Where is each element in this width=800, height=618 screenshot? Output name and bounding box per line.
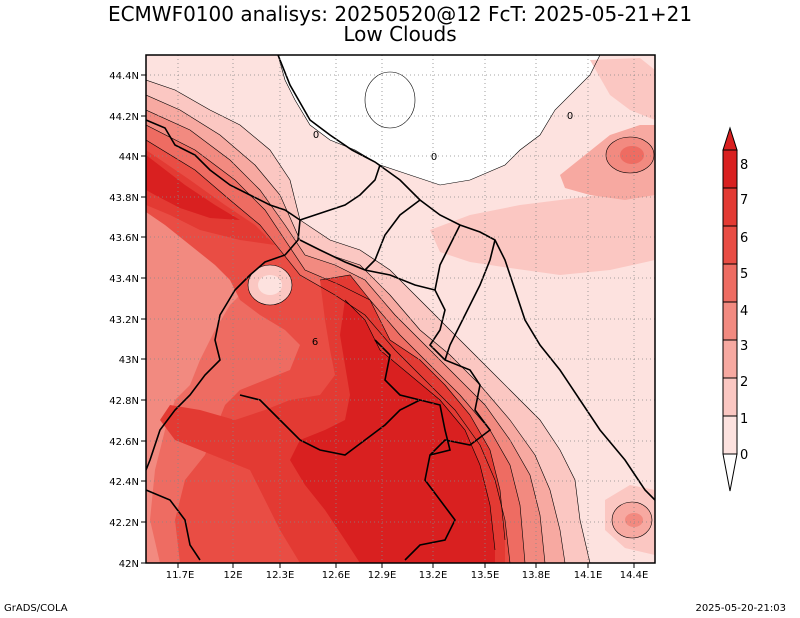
colorbar [722, 126, 738, 492]
lat-tick-label: 43.4N [109, 274, 139, 285]
axis-ticks [141, 74, 635, 568]
colorbar-segment [722, 187, 738, 227]
lon-tick-label: 13.2E [419, 570, 448, 581]
colorbar-segment [722, 149, 738, 189]
graticule [146, 55, 655, 563]
lat-tick-label: 43N [119, 355, 139, 366]
field-level-0-north [278, 55, 600, 185]
lon-labels: 11.7E 12E 12.3E 12.6E 12.9E 13.2E 13.5E … [166, 570, 649, 581]
contour-label: 0 [567, 111, 573, 122]
footer-credit: GrADS/COLA [4, 603, 68, 614]
colorbar-label: 4 [740, 304, 748, 319]
cloud-field [146, 55, 655, 563]
colorbar-label: 5 [740, 267, 748, 282]
field-pocket-ne-inner [620, 146, 644, 164]
contour-label-group: 0 0 0 6 [312, 111, 573, 348]
lat-tick-label: 43.2N [109, 315, 139, 326]
lat-tick-label: 44N [119, 152, 139, 163]
colorbar-segment [722, 263, 738, 303]
colorbar-segment [722, 339, 738, 379]
region-border [299, 164, 381, 221]
footer-timestamp: 2025-05-20-21:03 [695, 603, 786, 614]
contour-line [277, 55, 601, 186]
colorbar-segment [722, 225, 738, 265]
contour-line [605, 136, 655, 174]
colorbar-label: 6 [740, 231, 748, 246]
contour-label: 6 [312, 337, 318, 348]
colorbar-segment [722, 415, 738, 455]
field-pocket-white [364, 71, 416, 129]
lat-tick-label: 42.2N [109, 518, 139, 529]
colorbar-label: 1 [740, 412, 748, 427]
lon-tick-label: 12.3E [266, 570, 295, 581]
lon-tick-label: 14.4E [620, 570, 649, 581]
region-border [146, 489, 201, 561]
lat-tick-label: 42.8N [109, 396, 139, 407]
contour-line [319, 274, 506, 541]
colorbar-segment [722, 377, 738, 417]
lon-tick-label: 12E [223, 570, 242, 581]
lat-tick-label: 43.8N [109, 193, 139, 204]
lon-tick-label: 12.6E [322, 570, 351, 581]
region-border [444, 239, 496, 361]
field-level-2-ne [590, 58, 655, 120]
contour-line [344, 299, 496, 551]
lon-tick-label: 12.9E [368, 570, 397, 581]
field-island-low-west-inner [258, 275, 282, 295]
contour-lines [146, 55, 655, 563]
plot-frame [145, 54, 656, 564]
colorbar-label: 0 [740, 448, 748, 463]
field-level-2-east [430, 185, 655, 275]
contour-line [146, 139, 511, 563]
colorbar-label: 3 [740, 339, 748, 354]
region-border [239, 394, 421, 456]
contour-line [611, 501, 653, 539]
lat-tick-label: 42.6N [109, 437, 139, 448]
colorbar-label: 7 [740, 193, 748, 208]
region-boundaries [146, 55, 655, 561]
lon-tick-label: 13.8E [522, 570, 551, 581]
lon-tick-label: 14.1E [574, 570, 603, 581]
contour-line [247, 264, 293, 306]
contour-label: 0 [313, 130, 319, 141]
lat-tick-label: 42.4N [109, 477, 139, 488]
field-level-7 [146, 150, 275, 245]
colorbar-label: 8 [740, 158, 748, 173]
field-level-8 [290, 300, 495, 563]
region-border [299, 239, 492, 561]
colorbar-labels: 8 7 6 5 4 3 2 1 0 [740, 158, 748, 463]
map-subtitle: Low Clouds [343, 22, 457, 46]
contour-label: 0 [431, 152, 437, 163]
lat-tick-label: 44.2N [109, 112, 139, 123]
colorbar-label: 2 [740, 375, 748, 390]
coastline [277, 55, 655, 501]
lon-tick-label: 13.5E [471, 570, 500, 581]
colorbar-arrow-bottom [722, 453, 738, 492]
colorbar-arrow-top [722, 126, 738, 151]
field-level-8-west [146, 155, 240, 220]
region-border [146, 119, 301, 471]
colorbar-segment [722, 301, 738, 341]
lat-tick-label: 44.4N [109, 71, 139, 82]
map-title: ECMWF0100 analisys: 20250520@12 FcT: 202… [107, 2, 693, 26]
lon-tick-label: 11.7E [166, 570, 195, 581]
contour-line [146, 79, 591, 563]
lat-tick-label: 43.6N [109, 233, 139, 244]
region-border [364, 199, 421, 271]
lat-labels: 44.4N 44.2N 44N 43.8N 43.6N 43.4N 43.2N … [109, 71, 139, 570]
lat-tick-label: 42N [119, 559, 139, 570]
contour-line [146, 109, 546, 563]
region-border [434, 224, 461, 291]
contour-line [146, 94, 566, 563]
